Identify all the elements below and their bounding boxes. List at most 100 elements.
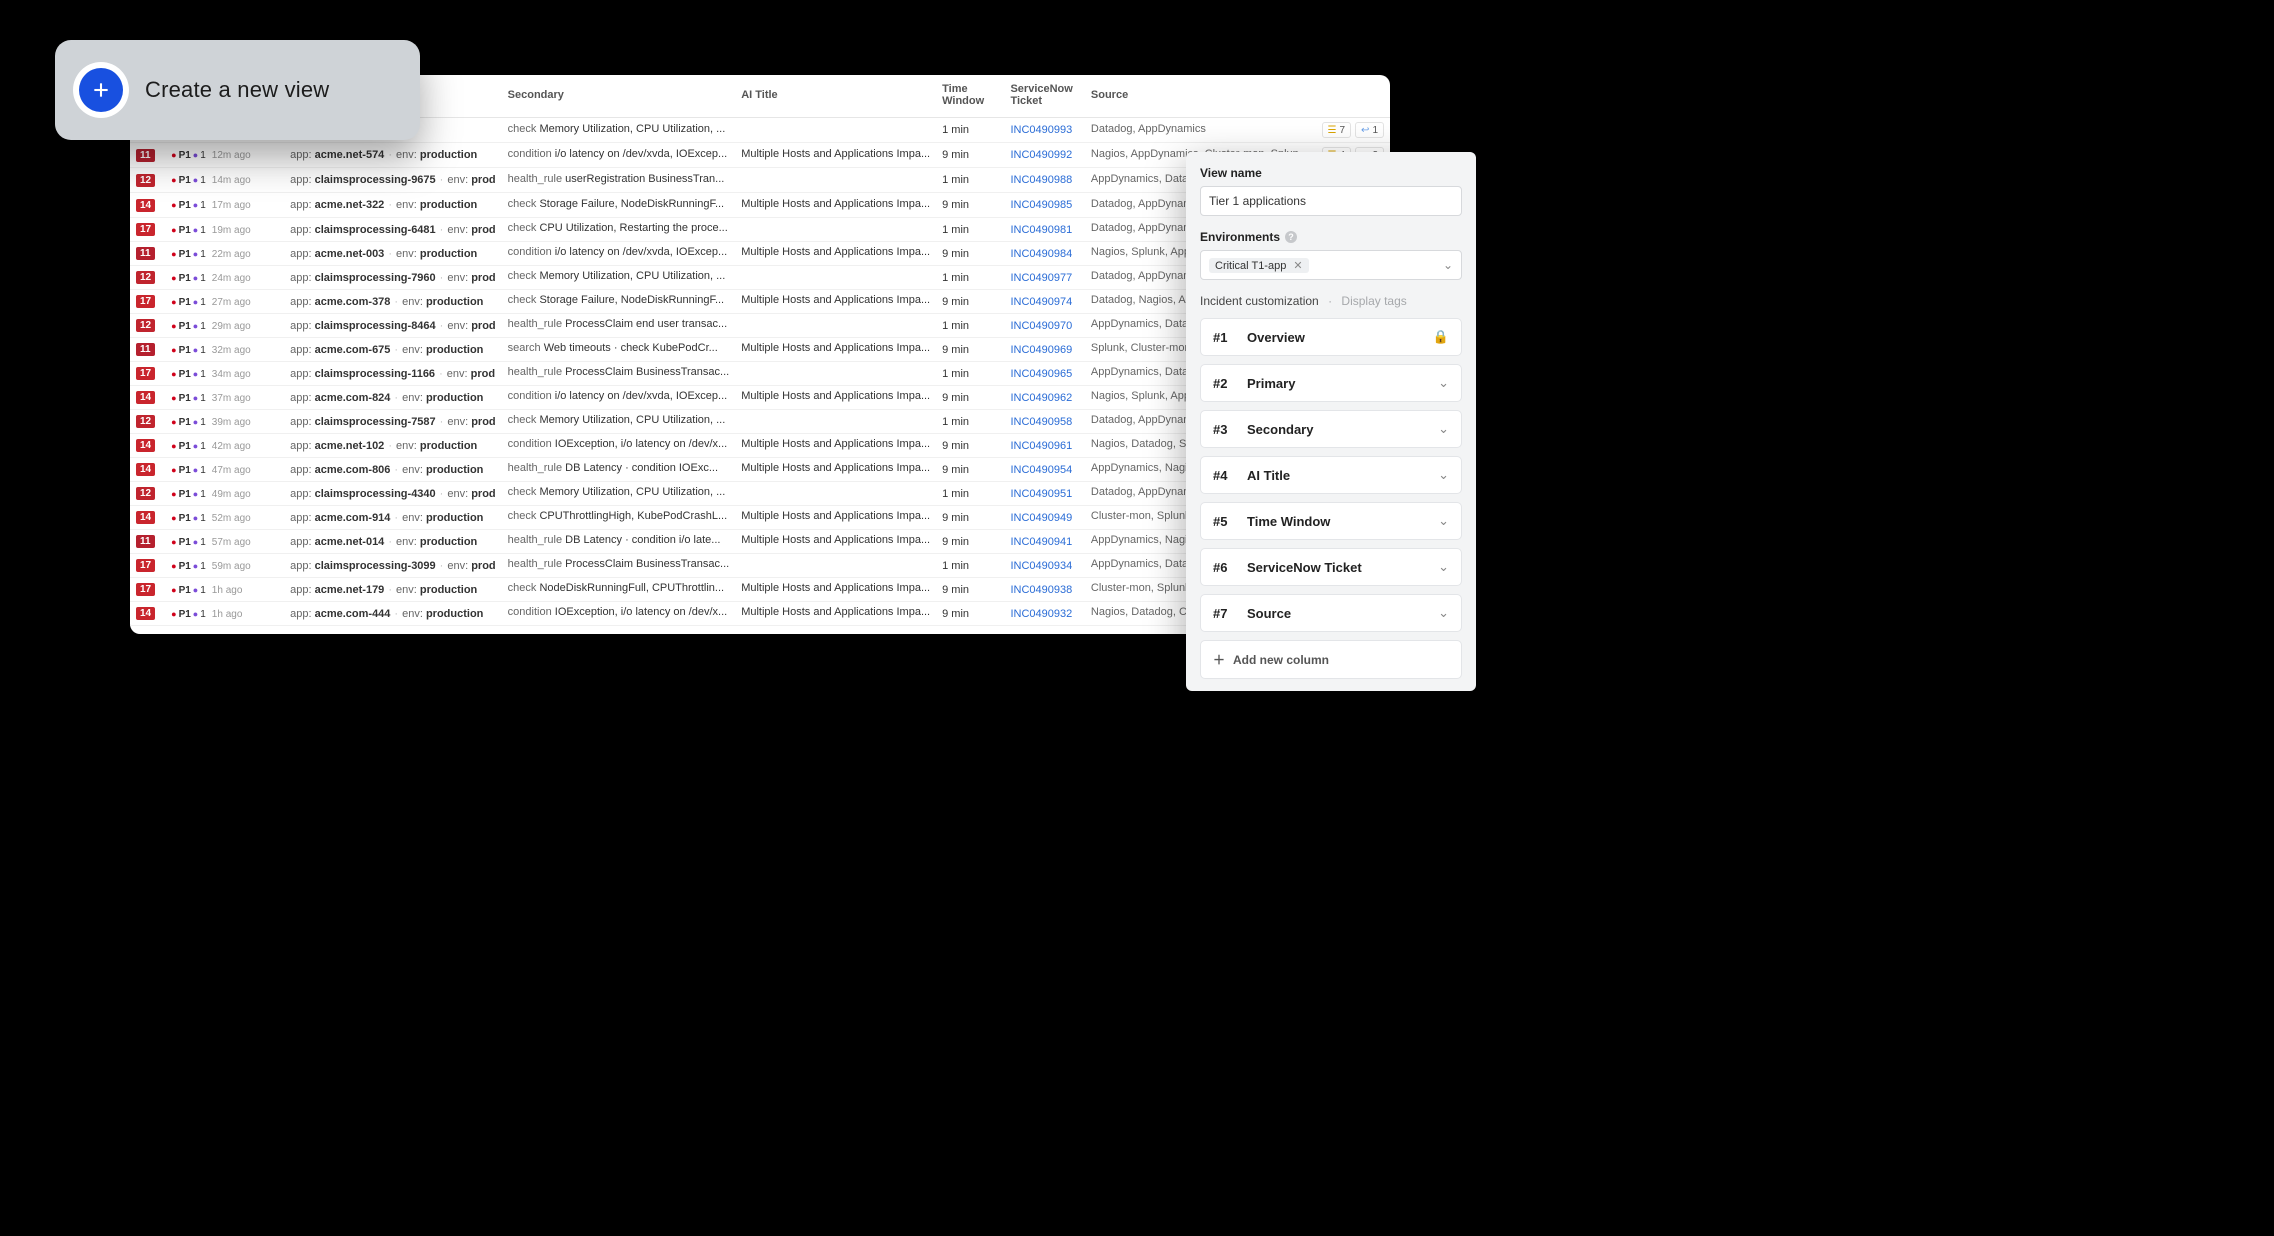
age-text: 32m ago: [212, 345, 251, 356]
count-badge: 17: [136, 559, 155, 572]
remove-tag-icon[interactable]: ✕: [1293, 260, 1302, 272]
ticket-link[interactable]: INC0490993: [1010, 124, 1072, 136]
age-text: 12m ago: [212, 150, 251, 161]
time-window-cell: 1 min: [936, 410, 1004, 434]
secondary-cell: health_rule ProcessClaim BusinessTransac…: [502, 362, 736, 386]
secondary-cell: check Storage Failure, NodeDiskRunningF.…: [502, 290, 736, 314]
col-ai-title[interactable]: AI Title: [735, 75, 936, 118]
help-icon[interactable]: ?: [1285, 231, 1297, 243]
count-pill[interactable]: ☰7: [1322, 122, 1352, 138]
secondary-indicator: 1: [193, 369, 206, 380]
ticket-link[interactable]: INC0490970: [1010, 320, 1072, 332]
secondary-cell: check CPUThrottlingHigh, KubePodCrashL..…: [502, 506, 736, 530]
col-secondary[interactable]: Secondary: [502, 75, 736, 118]
priority-indicator: P1: [171, 321, 191, 332]
count-badge: 12: [136, 415, 155, 428]
ticket-link[interactable]: INC0490984: [1010, 248, 1072, 260]
secondary-indicator: 1: [193, 321, 206, 332]
ticket-link[interactable]: INC0490961: [1010, 440, 1072, 452]
secondary-cell: check CPU Utilization, Restarting the pr…: [502, 218, 736, 242]
count-badge: 14: [136, 199, 155, 212]
col-source[interactable]: Source: [1085, 75, 1312, 118]
secondary-cell: health_rule ProcessClaim BusinessTransac…: [502, 554, 736, 578]
column-card[interactable]: #4AI Title⌄: [1200, 456, 1462, 494]
ticket-link[interactable]: INC0490941: [1010, 536, 1072, 548]
ai-title-cell: [735, 554, 936, 578]
ticket-link[interactable]: INC0490932: [1010, 608, 1072, 620]
time-window-cell: 9 min: [936, 506, 1004, 530]
ai-title-cell: [735, 314, 936, 338]
chevron-down-icon: ⌄: [1438, 467, 1449, 483]
secondary-cell: check NodeDiskRunningFull, CPUThrottlin.…: [502, 578, 736, 602]
primary-cell: app: acme.net-102·env: production: [284, 434, 502, 458]
tab-incident-customization[interactable]: Incident customization: [1200, 294, 1319, 308]
secondary-indicator: 1: [193, 393, 206, 404]
ticket-link[interactable]: INC0490992: [1010, 149, 1072, 161]
secondary-indicator: 1: [193, 200, 206, 211]
ticket-link[interactable]: INC0490958: [1010, 416, 1072, 428]
priority-indicator: P1: [171, 393, 191, 404]
count-badge: 11: [136, 343, 155, 356]
ticket-link[interactable]: INC0490954: [1010, 464, 1072, 476]
primary-cell: app: acme.net-322·env: production: [284, 193, 502, 218]
ticket-link[interactable]: INC0490949: [1010, 512, 1072, 524]
secondary-indicator: 1: [193, 561, 206, 572]
column-card[interactable]: #5Time Window⌄: [1200, 502, 1462, 540]
ticket-link[interactable]: INC0490951: [1010, 488, 1072, 500]
primary-cell: app: acme.com-914·env: production: [284, 506, 502, 530]
environments-select[interactable]: Critical T1-app ✕ ⌄: [1200, 250, 1462, 280]
ticket-link[interactable]: INC0490977: [1010, 272, 1072, 284]
time-window-cell: 9 min: [936, 434, 1004, 458]
column-card[interactable]: #3Secondary⌄: [1200, 410, 1462, 448]
time-window-cell: 9 min: [936, 386, 1004, 410]
ticket-link[interactable]: INC0490969: [1010, 344, 1072, 356]
view-name-input[interactable]: Tier 1 applications: [1200, 186, 1462, 216]
secondary-cell: health_rule ProcessClaim end user transa…: [502, 314, 736, 338]
chevron-down-icon: ⌄: [1438, 559, 1449, 575]
column-card[interactable]: #6ServiceNow Ticket⌄: [1200, 548, 1462, 586]
secondary-cell: health_rule DB Latency · condition i/o l…: [502, 530, 736, 554]
ticket-link[interactable]: INC0490981: [1010, 224, 1072, 236]
primary-cell: app: claimsprocessing-6481·env: prod: [284, 218, 502, 242]
priority-indicator: P1: [171, 513, 191, 524]
age-text: 34m ago: [212, 369, 251, 380]
add-column-button[interactable]: ＋ Add new column: [1200, 640, 1462, 679]
plus-icon[interactable]: [79, 68, 123, 112]
create-view-card[interactable]: Create a new view: [55, 40, 420, 140]
tab-display-tags[interactable]: Display tags: [1341, 294, 1406, 308]
environment-tag[interactable]: Critical T1-app ✕: [1209, 258, 1309, 273]
count-badge: 17: [136, 223, 155, 236]
col-time-window[interactable]: Time Window: [936, 75, 1004, 118]
priority-indicator: P1: [171, 273, 191, 284]
ticket-link[interactable]: INC0490938: [1010, 584, 1072, 596]
count-badge: 14: [136, 511, 155, 524]
primary-cell: app: acme.net-574·env: production: [284, 143, 502, 168]
age-text: 57m ago: [212, 537, 251, 548]
ai-title-cell: [735, 218, 936, 242]
time-window-cell: 1 min: [936, 118, 1004, 143]
secondary-cell: condition i/o latency on /dev/xvda, IOEx…: [502, 242, 736, 266]
count-badge: 17: [136, 367, 155, 380]
ticket-link[interactable]: INC0490962: [1010, 392, 1072, 404]
secondary-cell: check Memory Utilization, CPU Utilizatio…: [502, 266, 736, 290]
time-window-cell: 9 min: [936, 578, 1004, 602]
count-pill[interactable]: ↪1: [1355, 122, 1384, 138]
column-card[interactable]: #7Source⌄: [1200, 594, 1462, 632]
ticket-link[interactable]: INC0490974: [1010, 296, 1072, 308]
time-window-cell: 9 min: [936, 602, 1004, 626]
secondary-indicator: 1: [193, 297, 206, 308]
ticket-link[interactable]: INC0490988: [1010, 174, 1072, 186]
ticket-link[interactable]: INC0490985: [1010, 199, 1072, 211]
column-card[interactable]: #2Primary⌄: [1200, 364, 1462, 402]
priority-indicator: P1: [171, 465, 191, 476]
secondary-indicator: 1: [193, 150, 206, 161]
primary-cell: app: claimsprocessing-7587·env: prod: [284, 410, 502, 434]
column-card[interactable]: #1Overview🔒: [1200, 318, 1462, 356]
ai-title-cell: Multiple Hosts and Applications Impa...: [735, 386, 936, 410]
primary-cell: app: acme.com-444·env: production: [284, 602, 502, 626]
col-ticket[interactable]: ServiceNow Ticket: [1004, 75, 1084, 118]
ticket-link[interactable]: INC0490965: [1010, 368, 1072, 380]
time-window-cell: 9 min: [936, 143, 1004, 168]
ticket-link[interactable]: INC0490934: [1010, 560, 1072, 572]
time-window-cell: 1 min: [936, 218, 1004, 242]
